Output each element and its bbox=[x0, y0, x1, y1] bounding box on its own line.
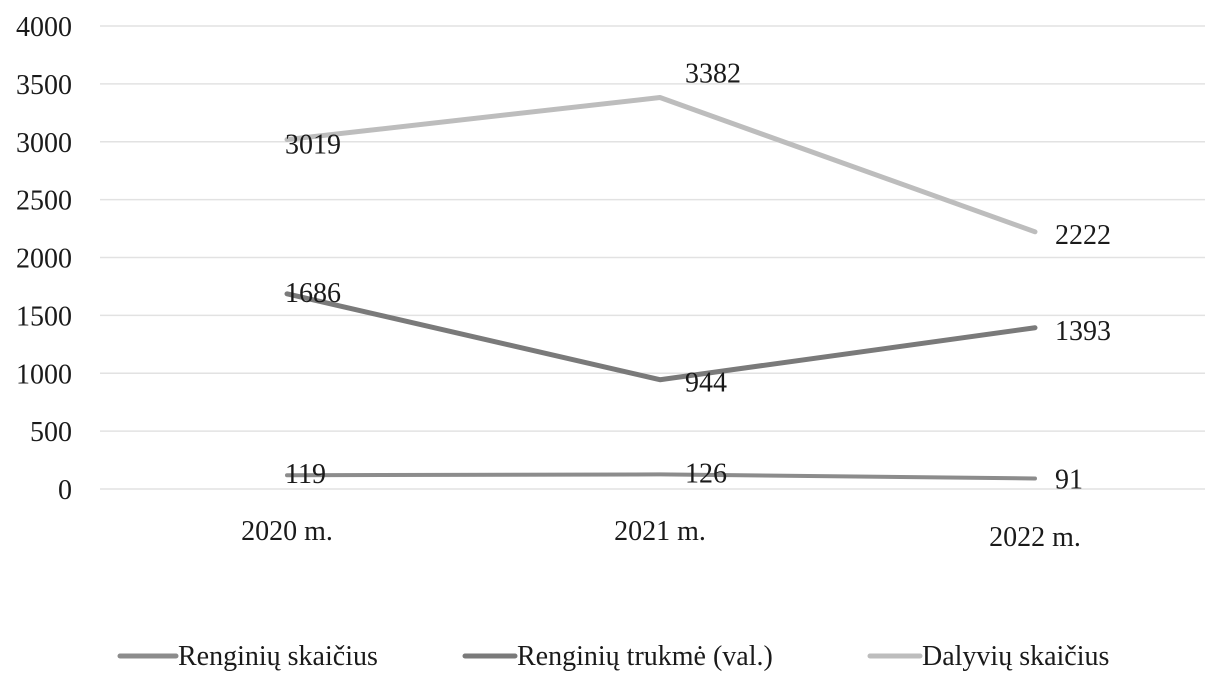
data-label: 1686 bbox=[285, 278, 341, 309]
legend: Renginių skaičius Renginių trukmė (val.) D… bbox=[117, 641, 1109, 672]
data-label: 91 bbox=[1055, 464, 1083, 495]
data-label: 126 bbox=[685, 458, 727, 489]
data-label: 119 bbox=[285, 459, 326, 490]
x-axis-tick-labels: 2020 m. 2021 m. 2022 m. bbox=[241, 516, 1081, 553]
y-tick-label: 1500 bbox=[16, 301, 72, 332]
legend-label: Renginių trukmė (val.) bbox=[517, 641, 773, 672]
y-tick-label: 4000 bbox=[16, 12, 72, 43]
y-tick-label: 2500 bbox=[16, 186, 72, 217]
y-tick-label: 3000 bbox=[16, 128, 72, 159]
legend-label: Renginių skaičius bbox=[178, 641, 378, 672]
y-tick-label: 3500 bbox=[16, 70, 72, 101]
x-tick-label: 2020 m. bbox=[241, 516, 333, 547]
data-label: 3019 bbox=[285, 130, 341, 161]
data-label: 2222 bbox=[1055, 220, 1111, 251]
y-tick-label: 1000 bbox=[16, 359, 72, 390]
y-tick-label: 0 bbox=[58, 475, 72, 506]
series-line bbox=[284, 95, 1038, 235]
y-axis-tick-labels: 0 500 1000 1500 2000 2500 3000 3500 4000 bbox=[16, 12, 72, 506]
y-tick-label: 500 bbox=[30, 417, 72, 448]
x-tick-label: 2021 m. bbox=[614, 516, 706, 547]
data-label: 944 bbox=[685, 368, 727, 399]
series-lines bbox=[284, 95, 1038, 481]
data-label: 3382 bbox=[685, 59, 741, 90]
data-labels: 119 126 91 1686 944 1393 3019 3382 2222 bbox=[285, 59, 1111, 496]
y-tick-label: 2000 bbox=[16, 244, 72, 275]
series-line bbox=[285, 472, 1037, 481]
gridlines bbox=[100, 25, 1205, 490]
legend-label: Dalyvių skaičius bbox=[922, 641, 1109, 672]
series-line bbox=[284, 291, 1038, 383]
x-tick-label: 2022 m. bbox=[989, 522, 1081, 553]
data-label: 1393 bbox=[1055, 316, 1111, 347]
